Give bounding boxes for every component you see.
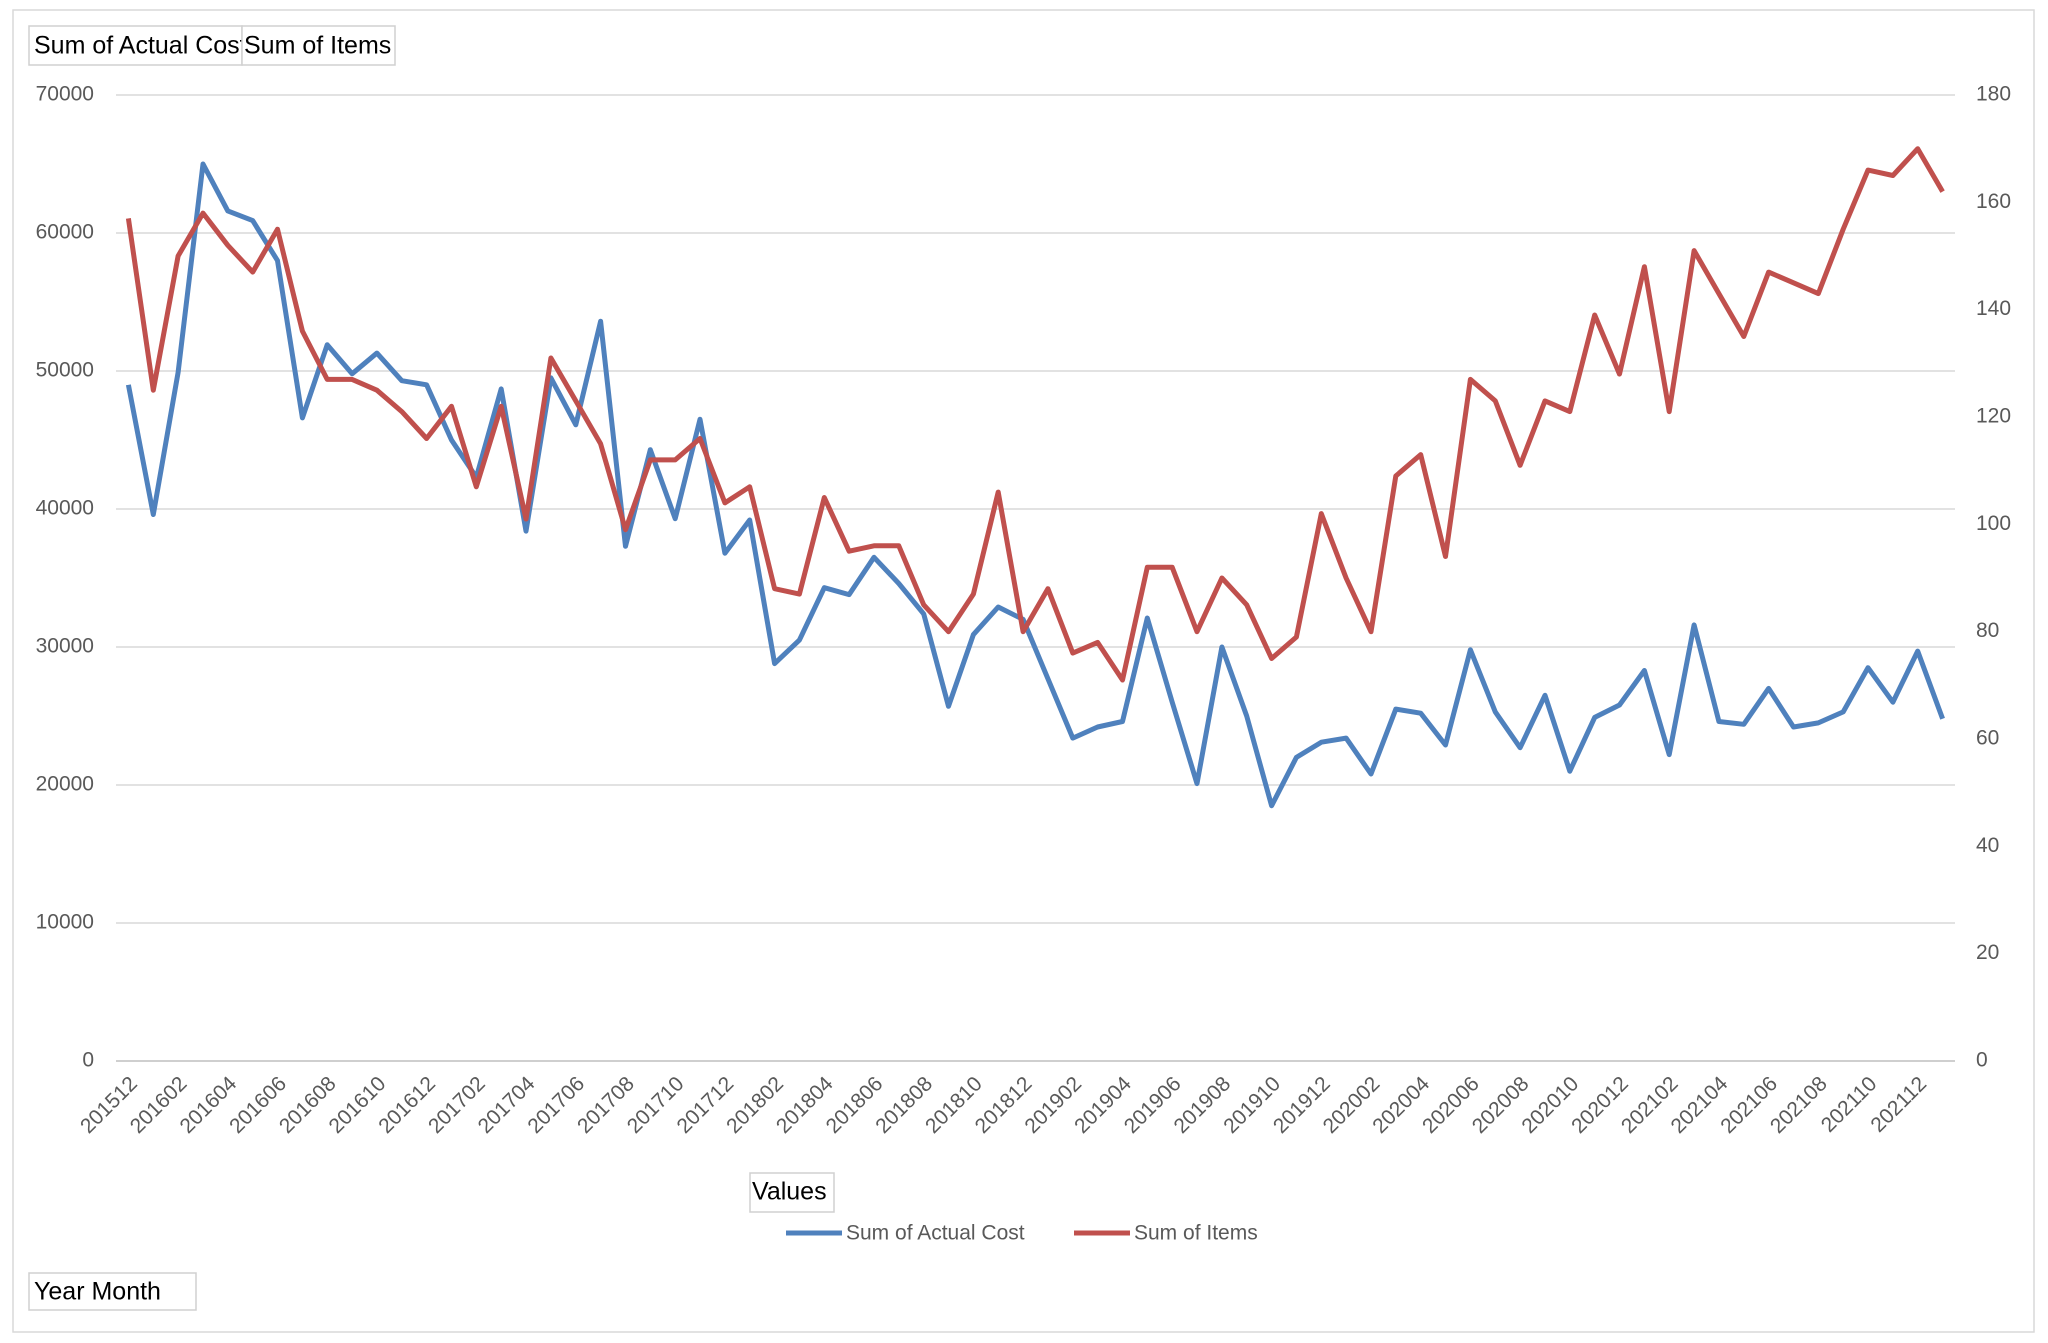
y2-tick-label: 180 [1976,83,2011,106]
button-label: Values [752,1178,827,1206]
button-label: Sum of Actual Cost [34,32,247,60]
y2-tick-label: 60 [1976,727,1999,750]
y2-tick-label: 0 [1976,1049,1988,1072]
y2-tick-label: 20 [1976,941,1999,964]
field-button[interactable]: Values [749,1172,835,1213]
y2-tick-label: 160 [1976,190,2011,213]
button-box [28,1272,197,1311]
y-tick-label: 60000 [36,221,94,244]
field-button[interactable]: Sum of Actual Cost [28,25,247,66]
y-tick-label: 20000 [36,773,94,796]
chart-frame [12,9,2035,1333]
y2-tick-label: 40 [1976,834,1999,857]
button-box [28,25,243,66]
series-line [125,161,1945,809]
y2-tick-label: 100 [1976,512,2011,535]
y2-tick-label: 120 [1976,405,2011,428]
button-label: Sum of Items [244,32,391,60]
button-label: Year Month [34,1278,161,1306]
y-tick-label: 10000 [36,911,94,934]
series-line [125,146,1945,683]
y-tick-label: 30000 [36,635,94,658]
field-button[interactable]: Year Month [28,1272,197,1311]
y-tick-label: 40000 [36,497,94,520]
field-button[interactable]: Sum of Items [241,25,396,66]
y-tick-label: 50000 [36,359,94,382]
y-tick-label: 70000 [36,83,94,106]
legend-label: Sum of Items [1134,1222,1258,1245]
y2-tick-label: 140 [1976,297,2011,320]
y-tick-label: 0 [82,1049,94,1072]
y2-tick-label: 80 [1976,619,1999,642]
button-box [241,25,396,66]
button-box [749,1172,835,1213]
legend-label: Sum of Actual Cost [846,1222,1025,1245]
